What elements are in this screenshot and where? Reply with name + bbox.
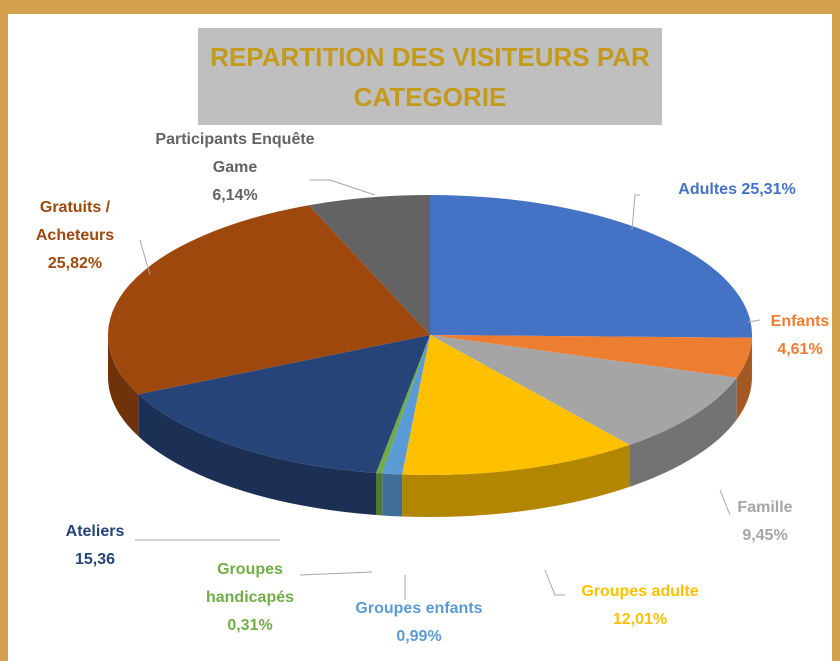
slice-side xyxy=(376,473,383,516)
data-label: Groupes adulte 12,01% xyxy=(555,578,725,634)
slice xyxy=(382,335,430,475)
data-label: Enfants 4,61% xyxy=(760,308,840,364)
value-label: 6,14% xyxy=(212,187,258,204)
data-label: Ateliers 15,36 xyxy=(45,518,145,574)
slice-side xyxy=(736,337,752,420)
leader-line xyxy=(310,179,376,196)
category-label: Gratuits / Acheteurs xyxy=(35,199,115,244)
slice xyxy=(108,205,430,395)
category-label: Groupes handicapés xyxy=(205,561,295,606)
slice-side xyxy=(382,473,403,517)
slice xyxy=(308,195,430,335)
slice-side xyxy=(629,377,737,487)
value-label: 12,01% xyxy=(612,611,668,628)
leader-line xyxy=(139,239,151,276)
data-label: Famille 9,45% xyxy=(715,494,815,550)
category-label: Participants Enquête Game xyxy=(155,131,315,176)
category-label: Ateliers xyxy=(65,523,125,540)
value-label: 0,31% xyxy=(227,617,273,634)
data-label: Adultes 25,31% xyxy=(652,176,822,204)
slice-side xyxy=(402,444,630,517)
chart-title: REPARTITION DES VISITEURS PAR CATEGORIE xyxy=(198,28,662,125)
category-label: Enfants xyxy=(770,313,830,330)
slice xyxy=(430,335,752,378)
leader-line xyxy=(631,194,640,231)
slice xyxy=(430,195,753,338)
leader-line xyxy=(299,571,373,576)
slice xyxy=(138,335,430,474)
category-label: Famille xyxy=(737,499,793,516)
slice-side xyxy=(108,335,139,437)
slice-side xyxy=(138,394,377,516)
data-label: Participants Enquête Game 6,14% xyxy=(155,126,315,210)
data-label: Gratuits / Acheteurs 25,82% xyxy=(20,194,130,278)
slice xyxy=(376,335,430,474)
value-label: 25,82% xyxy=(47,255,103,272)
leader-line xyxy=(544,569,565,596)
value-label: 4,61% xyxy=(777,341,823,358)
category-label: Groupes enfants xyxy=(355,600,483,617)
data-label: Groupes handicapés 0,31% xyxy=(195,556,305,640)
leader-line xyxy=(747,319,761,323)
slice xyxy=(430,335,737,445)
data-label: Groupes enfants 0,99% xyxy=(355,595,483,651)
category-label: Adultes xyxy=(678,181,737,198)
category-label: Groupes adulte xyxy=(581,583,699,600)
value-label: 25,31% xyxy=(741,181,796,198)
value-label: 9,45% xyxy=(742,527,788,544)
value-label: 0,99% xyxy=(396,628,442,645)
leader-line xyxy=(719,489,731,516)
slice xyxy=(402,335,630,475)
value-label: 15,36 xyxy=(74,551,116,568)
